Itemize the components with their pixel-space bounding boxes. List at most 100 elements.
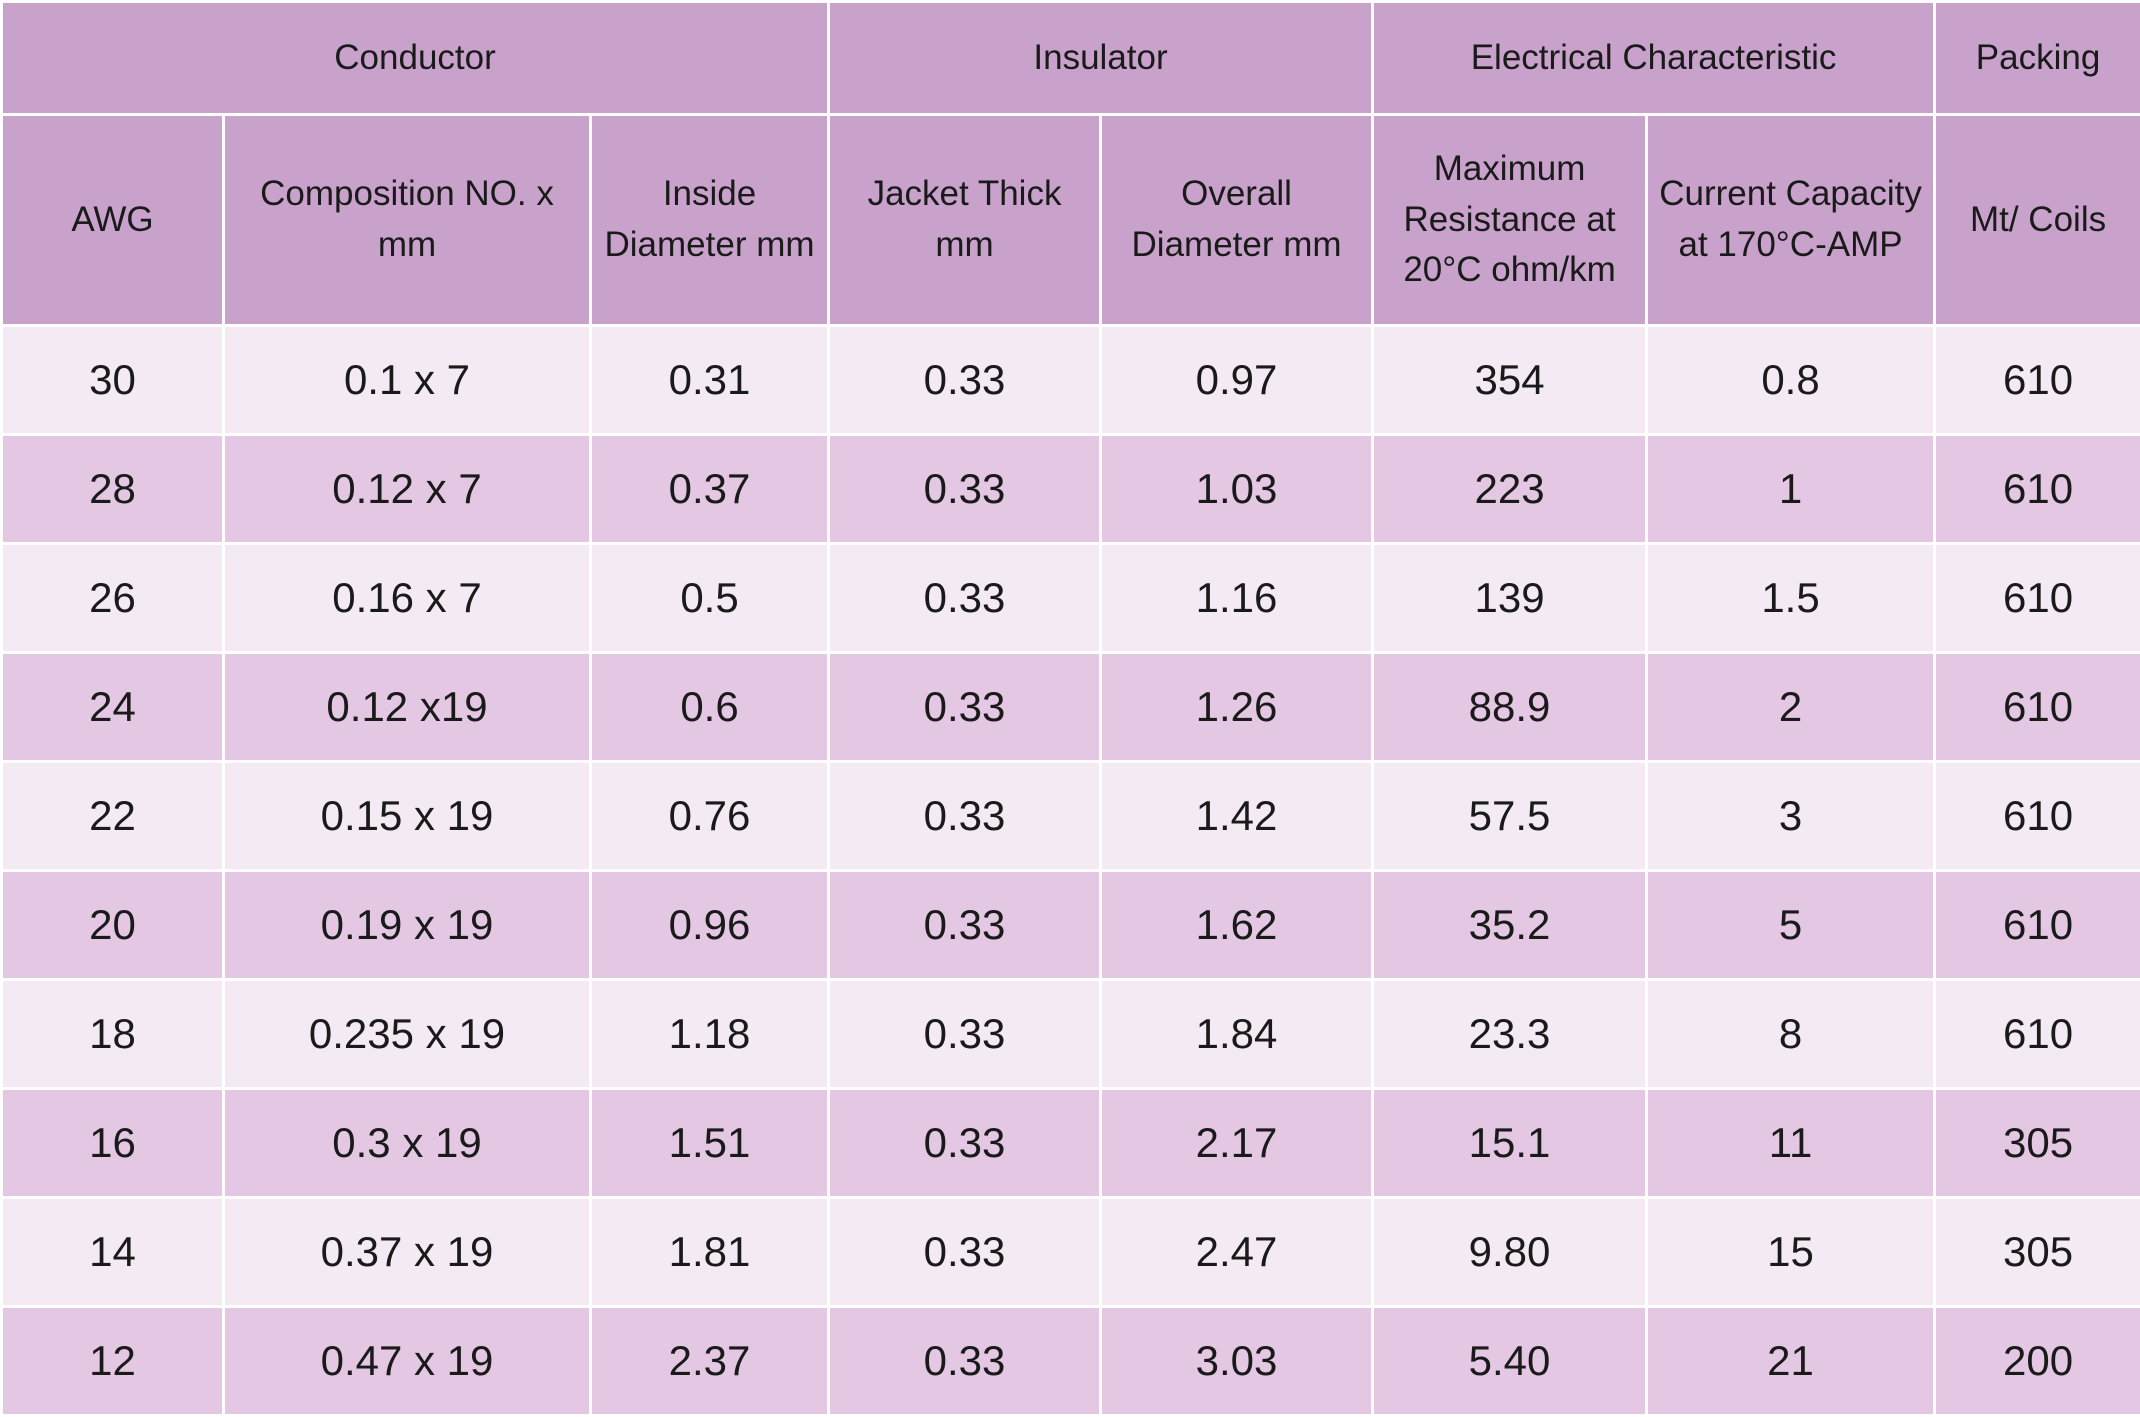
table-cell: 28 [0, 433, 225, 545]
table-head: Conductor Insulator Electrical Characteris… [0, 0, 2140, 327]
table-cell: 0.6 [588, 651, 831, 763]
table-cell: 1.16 [1099, 542, 1375, 654]
table-cell: 21 [1645, 1305, 1937, 1417]
table-cell: 15 [1645, 1196, 1937, 1308]
table-cell: 0.33 [827, 651, 1103, 763]
group-header: Conductor [0, 0, 831, 116]
table-cell: 0.19 x 19 [222, 869, 592, 981]
table-row: 16 0.3 x 19 1.51 0.33 2.17 15.1 11 305 [0, 1087, 2140, 1199]
table-cell: 22 [0, 760, 225, 872]
table-cell: 1.26 [1099, 651, 1375, 763]
table-cell: 0.5 [588, 542, 831, 654]
table-cell: 20 [0, 869, 225, 981]
table-cell: 0.33 [827, 433, 1103, 545]
column-header: Jacket Thick mm [827, 113, 1103, 327]
table-row: 28 0.12 x 7 0.37 0.33 1.03 223 1 610 [0, 433, 2140, 545]
table-cell: 1 [1645, 433, 1937, 545]
table-cell: 0.33 [827, 869, 1103, 981]
table-cell: 610 [1933, 324, 2140, 436]
table-cell: 0.12 x 7 [222, 433, 592, 545]
column-header: Mt/ Coils [1933, 113, 2140, 327]
table-cell: 14 [0, 1196, 225, 1308]
table-cell: 1.5 [1645, 542, 1937, 654]
table-cell: 11 [1645, 1087, 1937, 1199]
table-row: 20 0.19 x 19 0.96 0.33 1.62 35.2 5 610 [0, 869, 2140, 981]
table-cell: 0.33 [827, 1196, 1103, 1308]
table-cell: 2.17 [1099, 1087, 1375, 1199]
table-cell: 1.51 [588, 1087, 831, 1199]
table-cell: 24 [0, 651, 225, 763]
table-cell: 8 [1645, 978, 1937, 1090]
column-header: AWG [0, 113, 225, 327]
table-cell: 26 [0, 542, 225, 654]
table-cell: 305 [1933, 1087, 2140, 1199]
table-cell: 23.3 [1371, 978, 1649, 1090]
table-cell: 610 [1933, 542, 2140, 654]
column-header: Maximum Resistance at 20°C ohm/km [1371, 113, 1649, 327]
table-cell: 0.96 [588, 869, 831, 981]
table-cell: 35.2 [1371, 869, 1649, 981]
table-cell: 3 [1645, 760, 1937, 872]
table-cell: 12 [0, 1305, 225, 1417]
table-cell: 0.1 x 7 [222, 324, 592, 436]
column-header: Composition NO. x mm [222, 113, 592, 327]
table-cell: 0.33 [827, 1087, 1103, 1199]
table-cell: 0.97 [1099, 324, 1375, 436]
table-cell: 354 [1371, 324, 1649, 436]
table-cell: 1.03 [1099, 433, 1375, 545]
table-cell: 610 [1933, 760, 2140, 872]
table-row: 24 0.12 x19 0.6 0.33 1.26 88.9 2 610 [0, 651, 2140, 763]
table-cell: 1.62 [1099, 869, 1375, 981]
group-header-row: Conductor Insulator Electrical Characteris… [0, 0, 2140, 116]
table-cell: 0.3 x 19 [222, 1087, 592, 1199]
table-cell: 3.03 [1099, 1305, 1375, 1417]
table-cell: 0.235 x 19 [222, 978, 592, 1090]
table-cell: 5.40 [1371, 1305, 1649, 1417]
group-header: Electrical Characteristic [1371, 0, 1937, 116]
table-cell: 0.33 [827, 760, 1103, 872]
table-body: 30 0.1 x 7 0.31 0.33 0.97 354 0.8 610 28 0.12 x 7… [0, 324, 2140, 1417]
table-cell: 5 [1645, 869, 1937, 981]
table-cell: 2.47 [1099, 1196, 1375, 1308]
column-header: Inside Diameter mm [588, 113, 831, 327]
table-cell: 2.37 [588, 1305, 831, 1417]
table-cell: 16 [0, 1087, 225, 1199]
table-cell: 1.42 [1099, 760, 1375, 872]
table-cell: 223 [1371, 433, 1649, 545]
table-cell: 57.5 [1371, 760, 1649, 872]
table-cell: 305 [1933, 1196, 2140, 1308]
table-cell: 0.37 x 19 [222, 1196, 592, 1308]
table-row: 30 0.1 x 7 0.31 0.33 0.97 354 0.8 610 [0, 324, 2140, 436]
table-cell: 0.31 [588, 324, 831, 436]
header-row: AWG Composition NO. x mm Inside Diameter m… [0, 113, 2140, 327]
table-cell: 0.47 x 19 [222, 1305, 592, 1417]
column-header: Current Capacity at 170°C-AMP [1645, 113, 1937, 327]
table-row: 12 0.47 x 19 2.37 0.33 3.03 5.40 21 200 [0, 1305, 2140, 1417]
table-cell: 0.37 [588, 433, 831, 545]
table-row: 14 0.37 x 19 1.81 0.33 2.47 9.80 15 305 [0, 1196, 2140, 1308]
table-cell: 610 [1933, 978, 2140, 1090]
table-cell: 139 [1371, 542, 1649, 654]
table-cell: 0.16 x 7 [222, 542, 592, 654]
table-row: 18 0.235 x 19 1.18 0.33 1.84 23.3 8 610 [0, 978, 2140, 1090]
table-cell: 1.18 [588, 978, 831, 1090]
table-cell: 2 [1645, 651, 1937, 763]
table-cell: 1.84 [1099, 978, 1375, 1090]
table-row: 26 0.16 x 7 0.5 0.33 1.16 139 1.5 610 [0, 542, 2140, 654]
table-cell: 200 [1933, 1305, 2140, 1417]
table-cell: 15.1 [1371, 1087, 1649, 1199]
table-cell: 30 [0, 324, 225, 436]
table-cell: 0.33 [827, 542, 1103, 654]
table-cell: 88.9 [1371, 651, 1649, 763]
table-cell: 9.80 [1371, 1196, 1649, 1308]
table-cell: 0.33 [827, 1305, 1103, 1417]
table-cell: 0.15 x 19 [222, 760, 592, 872]
table-cell: 610 [1933, 651, 2140, 763]
table-cell: 610 [1933, 869, 2140, 981]
table-row: 22 0.15 x 19 0.76 0.33 1.42 57.5 3 610 [0, 760, 2140, 872]
table-cell: 0.12 x19 [222, 651, 592, 763]
group-header: Packing [1933, 0, 2140, 116]
table-cell: 0.33 [827, 978, 1103, 1090]
table-cell: 0.76 [588, 760, 831, 872]
